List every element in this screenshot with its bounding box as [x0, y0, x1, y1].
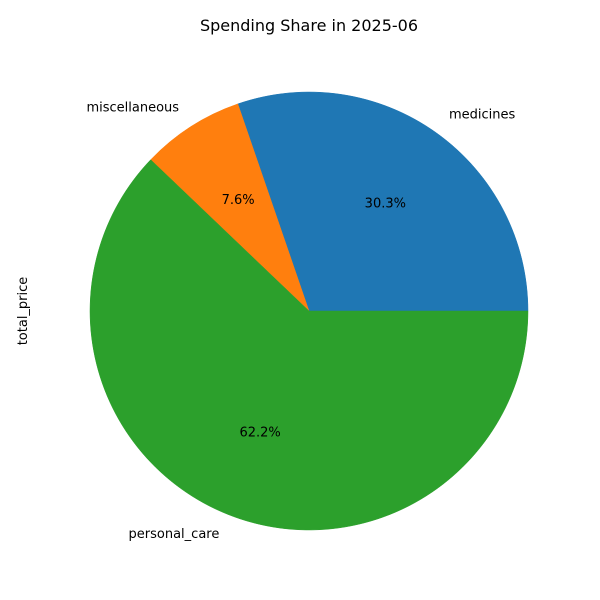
slice-label-medicines: medicines — [449, 107, 516, 122]
slice-label-personal-care: personal_care — [129, 527, 220, 542]
y-axis-label: total_price — [16, 277, 31, 346]
percent-label-medicines: 30.3% — [365, 197, 406, 212]
chart-title: Spending Share in 2025-06 — [200, 16, 418, 35]
pie-slice-medicines — [237, 91, 529, 312]
pie-slices — [89, 91, 529, 531]
pie-slice-personal-care — [89, 159, 529, 531]
pie-labels: medicines 30.3% miscellaneous 7.6% personal_… — [86, 101, 515, 542]
percent-label-miscellaneous: 7.6% — [222, 193, 255, 208]
pie-slice-miscellaneous — [150, 103, 310, 312]
slice-label-miscellaneous: miscellaneous — [86, 101, 179, 116]
percent-label-personal-care: 62.2% — [239, 425, 280, 440]
